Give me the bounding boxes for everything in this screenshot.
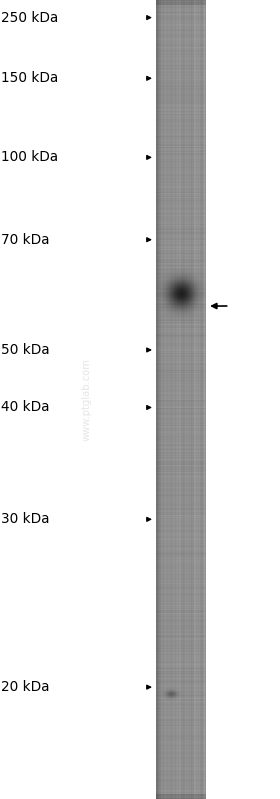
Text: 150 kDa: 150 kDa bbox=[1, 71, 58, 85]
Text: 20 kDa: 20 kDa bbox=[1, 680, 50, 694]
Text: 250 kDa: 250 kDa bbox=[1, 10, 58, 25]
Text: 40 kDa: 40 kDa bbox=[1, 400, 50, 415]
Text: 70 kDa: 70 kDa bbox=[1, 233, 50, 247]
Text: www.ptglab.com: www.ptglab.com bbox=[82, 358, 92, 441]
Text: 50 kDa: 50 kDa bbox=[1, 343, 50, 357]
Text: 100 kDa: 100 kDa bbox=[1, 150, 58, 165]
Text: 30 kDa: 30 kDa bbox=[1, 512, 50, 527]
